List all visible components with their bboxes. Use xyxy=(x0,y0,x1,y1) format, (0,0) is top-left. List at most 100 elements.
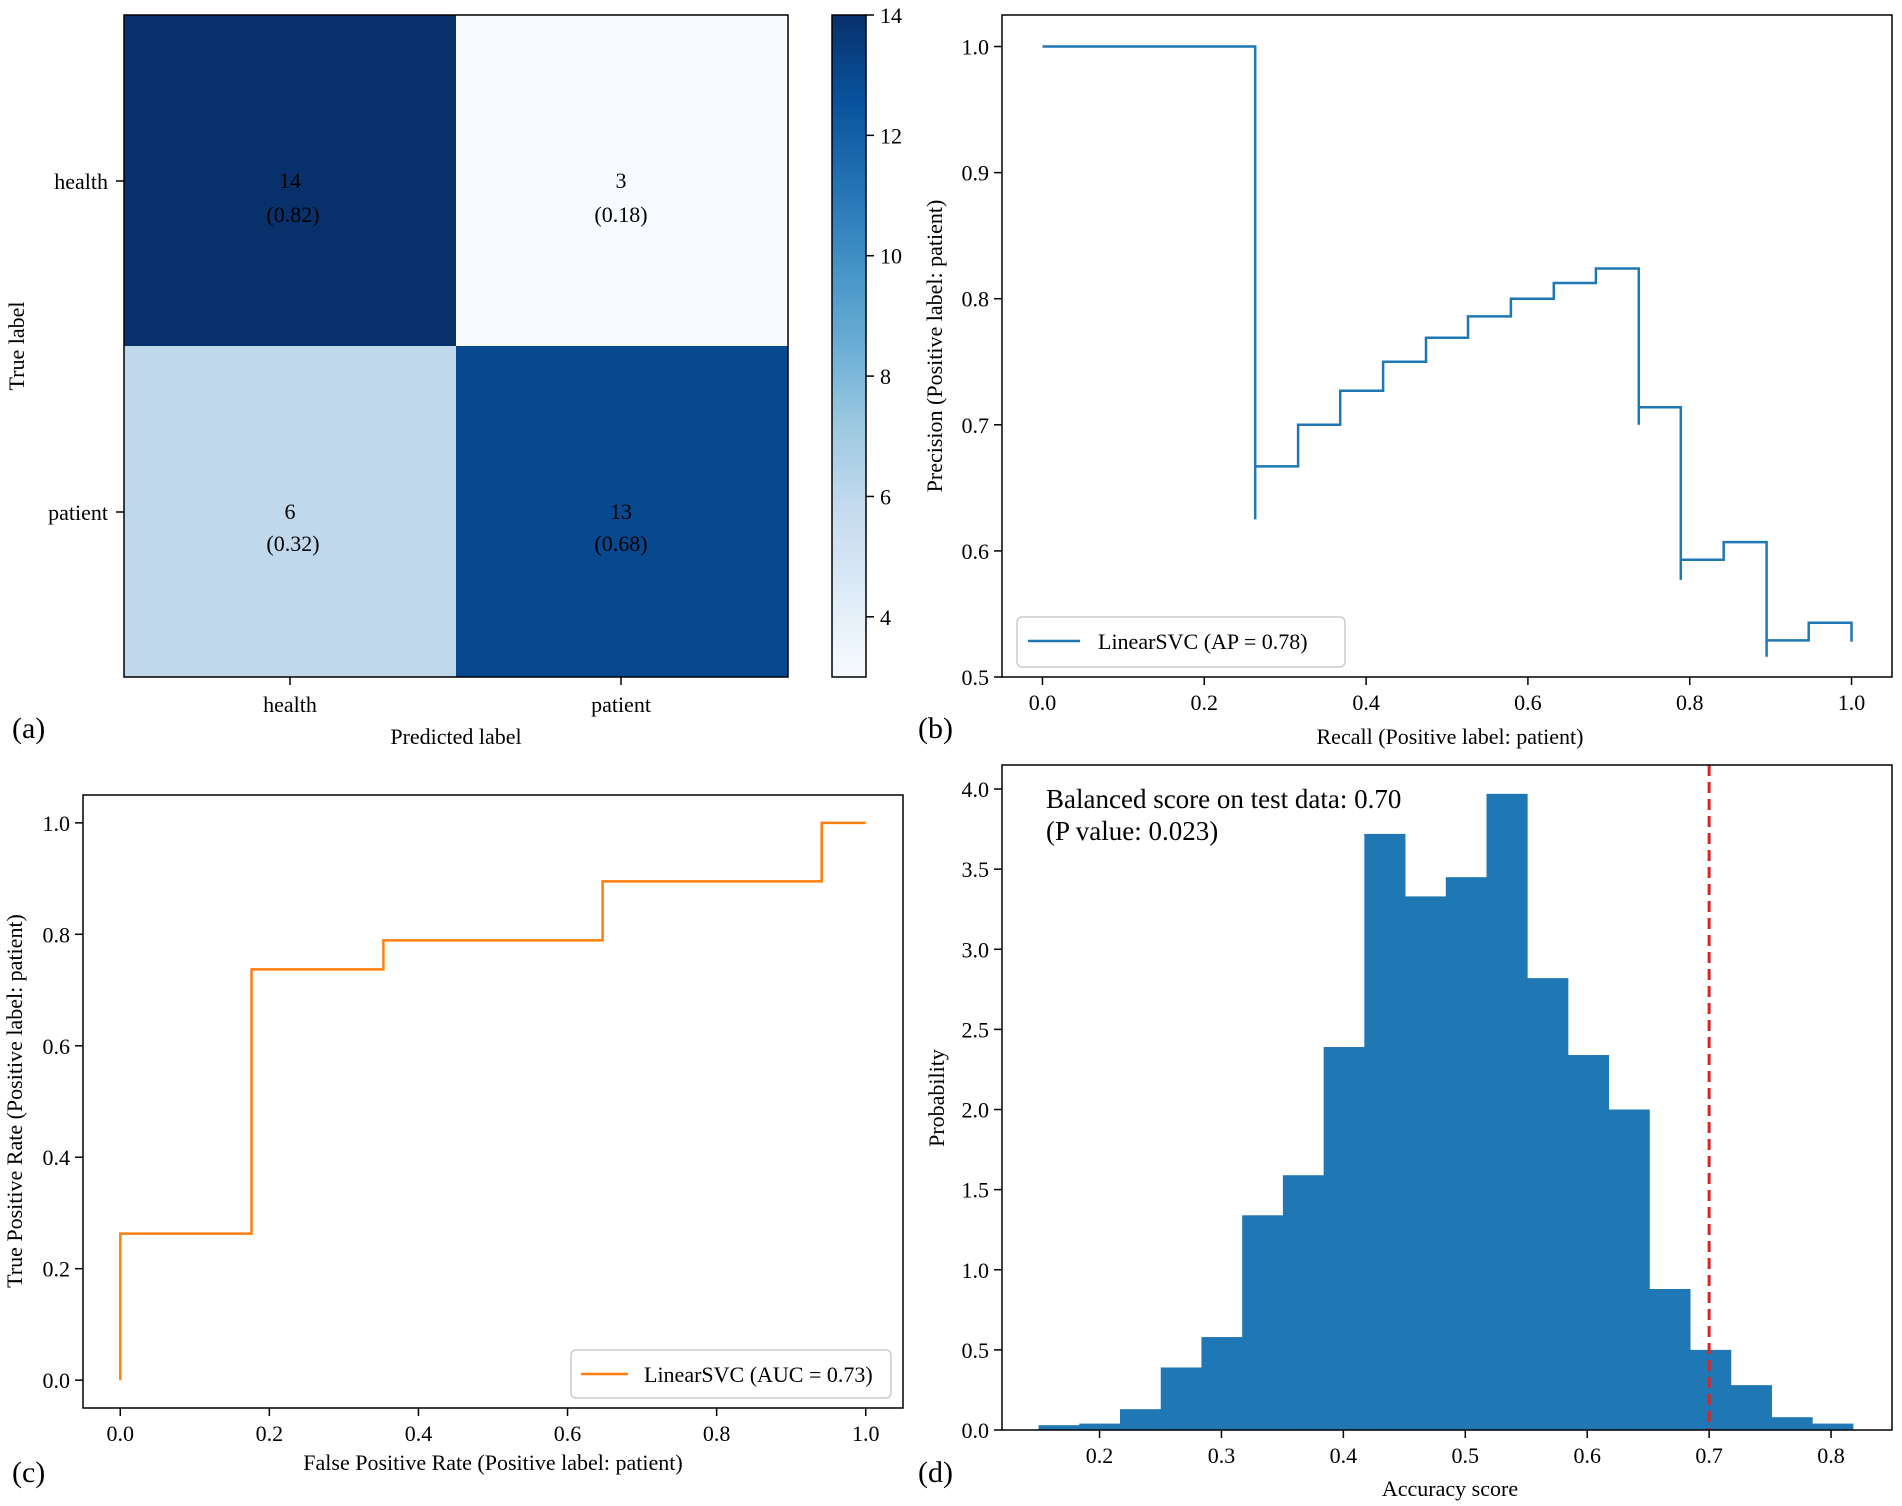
colorbar-segment xyxy=(832,274,866,281)
colorbar-segment xyxy=(832,230,866,237)
roc-legend-label: LinearSVC (AUC = 0.73) xyxy=(644,1362,873,1387)
cm-xtick-label-1: patient xyxy=(591,692,651,717)
cm-frac-0-0: (0.82) xyxy=(266,202,319,227)
colorbar-segment xyxy=(832,42,866,49)
hist-ytick-label: 3.5 xyxy=(962,857,990,882)
colorbar-tick-label: 14 xyxy=(880,3,902,28)
colorbar-segment xyxy=(832,15,866,22)
colorbar-segment xyxy=(832,423,866,430)
colorbar-segment xyxy=(832,351,866,358)
hist-xtick-label: 0.4 xyxy=(1330,1443,1358,1468)
colorbar-segment xyxy=(832,346,866,353)
colorbar-segment xyxy=(832,406,866,413)
colorbar-segment xyxy=(832,594,866,601)
colorbar-segment xyxy=(832,224,866,231)
cm-ytick-label-0: health xyxy=(54,169,108,194)
colorbar-segment xyxy=(832,290,866,297)
pr-axes-frame xyxy=(1001,14,1893,678)
pr-ytick-label: 0.8 xyxy=(962,287,990,312)
cm-cell-1-0 xyxy=(124,346,456,677)
colorbar-segment xyxy=(832,119,866,126)
hist-ytick-label: 1.5 xyxy=(962,1178,990,1203)
colorbar-segment xyxy=(832,461,866,468)
colorbar-segment xyxy=(832,219,866,226)
colorbar-segment xyxy=(832,660,866,667)
colorbar-segment xyxy=(832,86,866,93)
colorbar-segment xyxy=(832,268,866,275)
hist-bar xyxy=(1323,1047,1365,1430)
colorbar-segment xyxy=(832,147,866,154)
colorbar-segment xyxy=(832,483,866,491)
colorbar-gradient xyxy=(832,15,866,678)
colorbar-segment xyxy=(832,92,866,99)
hist-bar xyxy=(1038,1425,1080,1430)
hist-annotation-line-2: (P value: 0.023) xyxy=(1046,816,1218,846)
colorbar-segment xyxy=(832,494,866,502)
colorbar-segment xyxy=(832,621,866,628)
colorbar-segment xyxy=(832,445,866,452)
colorbar-segment xyxy=(832,357,866,364)
colorbar-segment xyxy=(832,48,866,55)
colorbar-segment xyxy=(832,632,866,639)
hist-bar xyxy=(1730,1385,1772,1430)
colorbar-segment xyxy=(832,197,866,204)
colorbar-segment xyxy=(832,588,866,595)
cm-ylabel: True label xyxy=(4,301,29,390)
colorbar-segment xyxy=(832,202,866,209)
cm-xtick-label-0: health xyxy=(263,692,317,717)
panel-c-roc: 0.0 0.2 0.4 0.6 0.8 1.0 0.0 0.2 0.4 0.6 0.8 1.0 Lin… xyxy=(2,794,904,1489)
colorbar-segment xyxy=(832,125,866,132)
pr-xtick-label: 0.0 xyxy=(1029,690,1057,715)
roc-axis-ticks: 0.0 0.2 0.4 0.6 0.8 1.0 0.0 0.2 0.4 0.6 0.8 1.0 xyxy=(43,811,880,1446)
hist-bar xyxy=(1608,1109,1650,1430)
colorbar-segment xyxy=(832,671,866,678)
roc-xtick-label: 0.6 xyxy=(554,1421,582,1446)
hist-ytick-label: 1.0 xyxy=(962,1258,990,1283)
colorbar-segment xyxy=(832,141,866,148)
colorbar-segment xyxy=(832,450,866,457)
roc-axes-frame xyxy=(82,794,904,1409)
colorbar-segment xyxy=(832,368,866,375)
colorbar-segment xyxy=(832,64,866,71)
colorbar-frame xyxy=(831,14,867,678)
pr-xtick-label: 0.2 xyxy=(1191,690,1219,715)
colorbar-segment xyxy=(832,616,866,623)
colorbar-segment xyxy=(832,340,866,347)
colorbar-segment xyxy=(832,401,866,408)
panel-b-precision-recall: 0.0 0.2 0.4 0.6 0.8 1.0 0.5 0.6 0.7 0.8 0.9 1.0 Lin… xyxy=(918,14,1893,749)
hist-xtick-label: 0.2 xyxy=(1086,1443,1114,1468)
colorbar-segment xyxy=(832,59,866,66)
colorbar-segment xyxy=(832,334,866,342)
colorbar-tick-label: 8 xyxy=(880,364,891,389)
colorbar-segment xyxy=(832,191,866,198)
colorbar-segment xyxy=(832,561,866,568)
cm-xlabel: Predicted label xyxy=(390,724,521,749)
colorbar-segment xyxy=(832,136,866,143)
hist-axes-frame xyxy=(1001,764,1893,1431)
hist-xtick-label: 0.8 xyxy=(1817,1443,1845,1468)
hist-bar xyxy=(1486,793,1528,1430)
colorbar-segment xyxy=(832,555,866,562)
hist-ytick-label: 2.0 xyxy=(962,1098,990,1123)
hist-bar xyxy=(1812,1423,1854,1430)
colorbar-segment xyxy=(832,643,866,651)
colorbar-segment xyxy=(832,31,866,38)
colorbar-segment xyxy=(832,456,866,463)
panel-a-confusion-matrix: 14 (0.82) 3 (0.18) 6 (0.32) 13 (0.68) he… xyxy=(4,3,902,749)
colorbar-segment xyxy=(832,362,866,369)
colorbar-segment xyxy=(832,500,866,507)
colorbar-segment xyxy=(832,649,866,656)
cm-frac-1-1: (0.68) xyxy=(594,531,647,556)
colorbar-tick-label: 4 xyxy=(880,605,891,630)
colorbar-segment xyxy=(832,323,866,331)
cm-count-0-1: 3 xyxy=(616,168,627,193)
roc-ytick-label: 0.2 xyxy=(43,1257,71,1282)
pr-xtick-label: 0.8 xyxy=(1676,690,1704,715)
colorbar-segment xyxy=(832,180,866,187)
hist-xtick-label: 0.6 xyxy=(1573,1443,1601,1468)
colorbar-segment xyxy=(832,241,866,248)
panel-label-a: (a) xyxy=(12,712,45,745)
roc-ytick-label: 0.4 xyxy=(43,1145,71,1170)
colorbar-segment xyxy=(832,20,866,27)
